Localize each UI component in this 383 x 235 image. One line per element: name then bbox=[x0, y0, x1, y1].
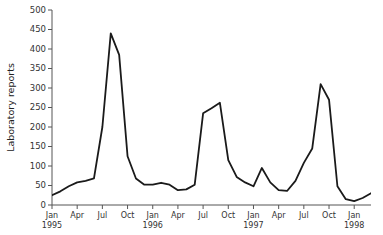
x-tick-label: Jul bbox=[298, 211, 309, 220]
x-tick bbox=[52, 205, 53, 209]
x-tick bbox=[253, 205, 254, 209]
y-tick-label: 350 bbox=[30, 63, 46, 73]
x-tick bbox=[152, 205, 153, 209]
x-tick bbox=[278, 205, 279, 209]
x-tick-label: Jul bbox=[197, 211, 208, 220]
x-tick bbox=[203, 205, 204, 209]
y-tick-label: 0 bbox=[41, 200, 46, 210]
y-tick bbox=[48, 49, 52, 50]
x-tick-label: Oct bbox=[221, 211, 235, 220]
x-tick bbox=[329, 205, 330, 209]
y-tick-label: 100 bbox=[30, 161, 46, 171]
x-tick-label: Jan1997 bbox=[243, 211, 263, 230]
y-tick-label: 50 bbox=[35, 180, 46, 190]
x-tick bbox=[127, 205, 128, 209]
x-tick bbox=[228, 205, 229, 209]
y-tick bbox=[48, 146, 52, 147]
x-tick-label: Apr bbox=[70, 211, 85, 220]
x-tick-label: Jan1995 bbox=[42, 211, 62, 230]
x-tick-label: Apr bbox=[272, 211, 287, 220]
y-tick bbox=[48, 68, 52, 69]
x-tick-label: Oct bbox=[322, 211, 336, 220]
chart-container: 0 50 100 150 200 250 300 350 400 450 500 Laboratory… bbox=[0, 0, 383, 235]
x-tick bbox=[303, 205, 304, 209]
y-tick bbox=[48, 166, 52, 167]
y-tick-label: 250 bbox=[30, 102, 46, 112]
x-axis-line bbox=[52, 205, 371, 206]
y-tick bbox=[48, 127, 52, 128]
y-tick bbox=[48, 29, 52, 30]
x-tick bbox=[177, 205, 178, 209]
y-tick-label: 400 bbox=[30, 44, 46, 54]
y-tick bbox=[48, 205, 52, 206]
y-tick bbox=[48, 107, 52, 108]
y-tick-label: 150 bbox=[30, 141, 46, 151]
y-tick bbox=[48, 10, 52, 11]
x-tick-label: Jan1998 bbox=[344, 211, 364, 230]
chart: 0 50 100 150 200 250 300 350 400 450 500 Laboratory… bbox=[0, 0, 383, 235]
y-tick bbox=[48, 88, 52, 89]
plot-area bbox=[52, 33, 371, 201]
y-tick-label: 450 bbox=[30, 24, 46, 34]
x-tick-label: Apr bbox=[171, 211, 186, 220]
data-line bbox=[52, 33, 371, 201]
x-tick bbox=[354, 205, 355, 209]
y-axis: 0 50 100 150 200 250 300 350 400 450 500 bbox=[30, 5, 52, 210]
y-axis-label: Laboratory reports bbox=[5, 63, 16, 152]
x-tick bbox=[102, 205, 103, 209]
y-tick-label: 300 bbox=[30, 83, 46, 93]
y-tick bbox=[48, 185, 52, 186]
x-tick-label: Jul bbox=[97, 211, 108, 220]
y-tick-label: 200 bbox=[30, 122, 46, 132]
x-tick-label: Jan1996 bbox=[143, 211, 163, 230]
x-axis: Jan1995 Apr Jul Oct Jan1996 Apr Jul Oct Jan1997 A… bbox=[42, 205, 371, 230]
y-tick-label: 500 bbox=[30, 5, 46, 15]
x-tick-label: Oct bbox=[121, 211, 135, 220]
x-tick bbox=[77, 205, 78, 209]
